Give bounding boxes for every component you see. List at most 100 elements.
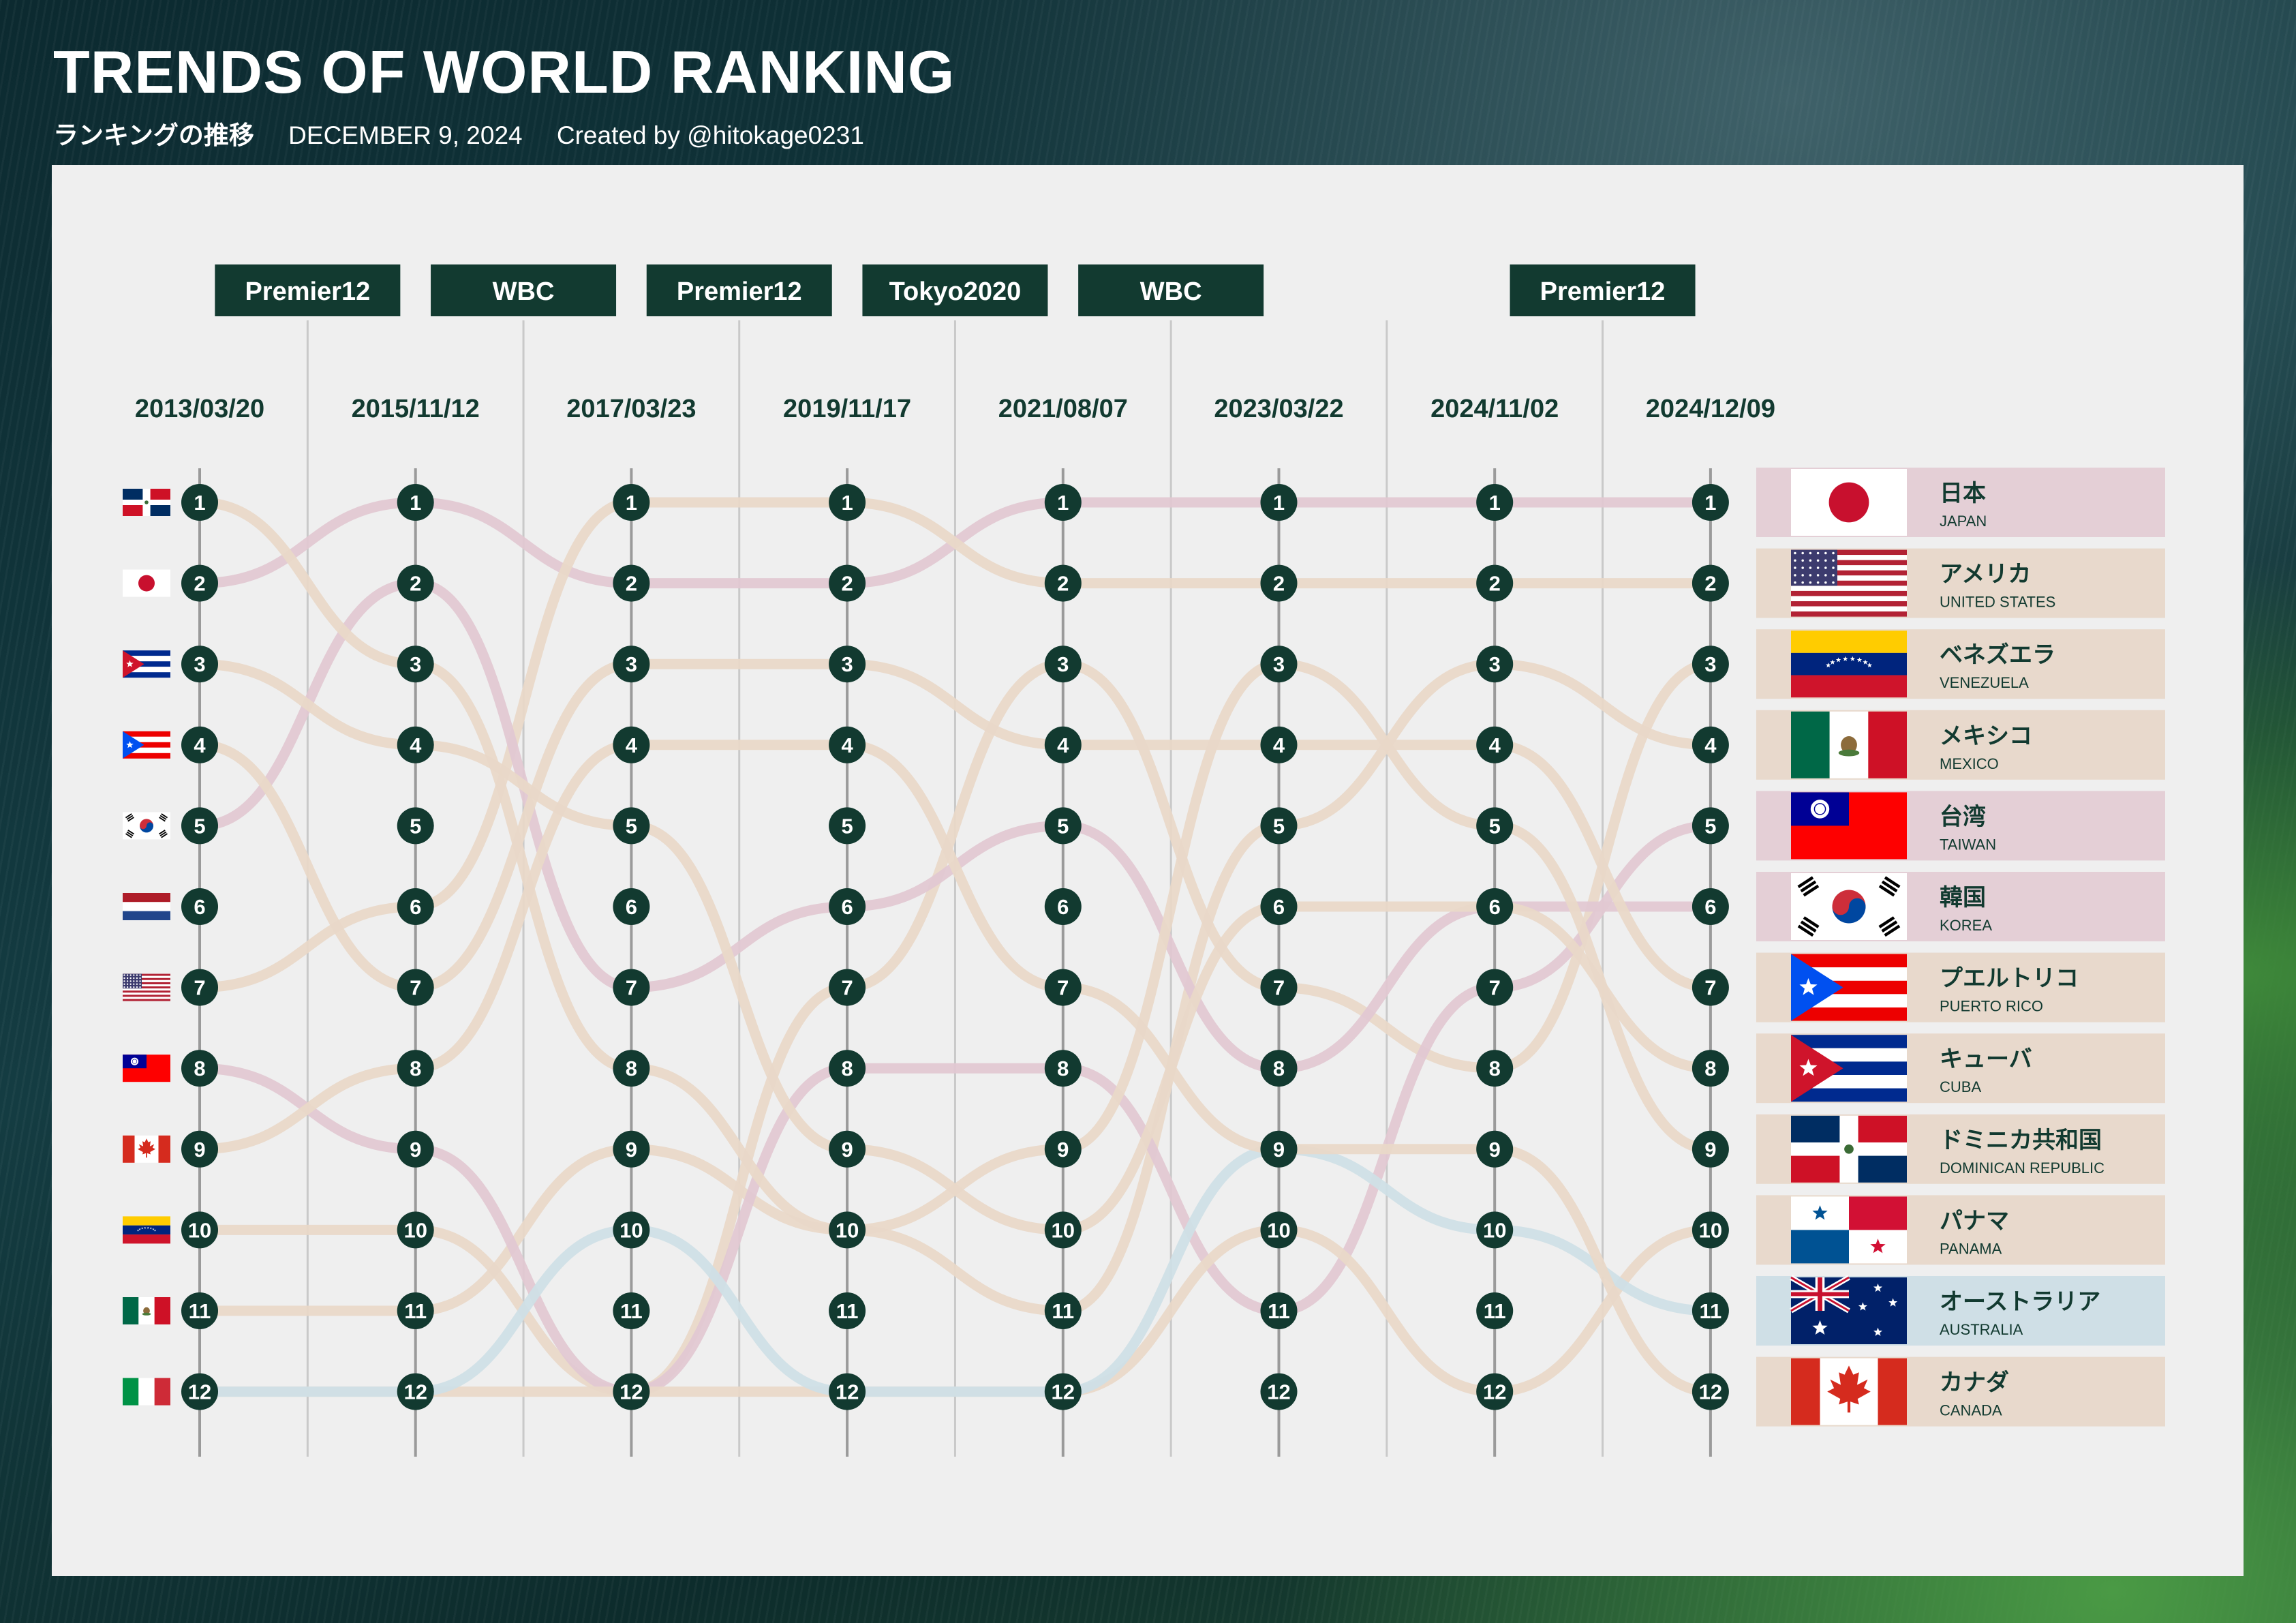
rank-number: 8 <box>194 1057 205 1080</box>
event-label: Premier12 <box>677 277 802 306</box>
date-label: 2023/03/22 <box>1214 395 1343 423</box>
rank-marker: 4 <box>1044 726 1082 763</box>
rank-number: 9 <box>626 1138 637 1162</box>
flag-canada-icon <box>1791 1358 1907 1425</box>
rank-number: 7 <box>626 976 637 1000</box>
rank-number: 8 <box>1704 1057 1716 1080</box>
rank-marker: 8 <box>613 1050 650 1087</box>
rank-marker: 2 <box>181 564 218 602</box>
flag-taiwan-icon <box>123 1055 170 1082</box>
rank-number: 6 <box>194 895 205 919</box>
legend-item-australia: オーストラリア AUSTRALIA <box>1756 1275 2165 1346</box>
rank-number: 10 <box>1699 1218 1722 1242</box>
rank-marker: 10 <box>829 1211 866 1249</box>
chart-panel: 1 2 3 4 5 6 7 8 9 10 11 12 1 2 3 4 5 6 7 8 9 10 11 12 1 2 3 4 5 6 7 8 9 1… <box>52 165 2244 1576</box>
flag-canada-icon <box>123 1135 170 1163</box>
rank-number: 4 <box>1273 733 1285 757</box>
legend-name-jp: 日本 <box>1940 480 1986 507</box>
flag-usa-icon <box>123 973 170 1001</box>
legend-name-en: CUBA <box>1940 1078 1981 1095</box>
legend-name-en: AUSTRALIA <box>1940 1321 2023 1338</box>
rank-number: 5 <box>1704 814 1716 838</box>
rank-marker: 9 <box>1476 1130 1514 1168</box>
credit-label: Created by @hitokage0231 <box>556 121 864 149</box>
rank-number: 3 <box>1489 652 1501 676</box>
date-label: 2015/11/12 <box>352 395 480 423</box>
rank-marker: 8 <box>397 1050 434 1087</box>
rank-number: 9 <box>1057 1138 1069 1162</box>
rank-number: 12 <box>836 1380 859 1404</box>
rank-marker: 1 <box>1692 484 1729 521</box>
rank-number: 11 <box>836 1299 859 1323</box>
rank-marker: 8 <box>1692 1050 1729 1087</box>
legend-name-en: KOREA <box>1940 917 1992 934</box>
flag-usa-icon <box>1791 549 1907 617</box>
legend-item-puerto-rico: プエルトリコ PUERTO RICO <box>1756 952 2165 1022</box>
legend-name-jp: 韓国 <box>1940 884 1986 911</box>
rank-marker: 3 <box>1260 646 1298 683</box>
rank-number: 9 <box>194 1138 205 1162</box>
rank-marker: 1 <box>181 484 218 521</box>
rank-marker: 10 <box>397 1211 434 1249</box>
rank-number: 9 <box>1273 1138 1285 1162</box>
legend-item-taiwan: 台湾 TAIWAN <box>1756 791 2165 861</box>
rank-marker: 7 <box>829 969 866 1006</box>
rank-number: 4 <box>194 733 206 757</box>
legend-name-jp: カナダ <box>1940 1369 2009 1397</box>
rank-marker: 1 <box>397 484 434 521</box>
rank-number: 3 <box>1704 652 1716 676</box>
rank-number: 5 <box>194 814 205 838</box>
rank-marker: 4 <box>181 726 218 763</box>
rank-number: 1 <box>1704 491 1716 515</box>
event-label: Tokyo2020 <box>889 277 1022 306</box>
rank-marker: 4 <box>829 726 866 763</box>
date-label: 2024/11/02 <box>1430 395 1559 423</box>
rank-number: 6 <box>1057 895 1069 919</box>
flag-korea-icon <box>123 812 170 840</box>
flag-mexico-icon <box>1791 711 1907 778</box>
legend-name-en: CANADA <box>1940 1402 2002 1419</box>
flag-puerto-rico-icon <box>1791 954 1907 1021</box>
rank-number: 7 <box>1704 976 1716 1000</box>
legend-name-jp: メキシコ <box>1940 723 2032 750</box>
legend-item-dominican: ドミニカ共和国 DOMINICAN REPUBLIC <box>1756 1114 2165 1184</box>
legend-name-en: UNITED STATES <box>1940 594 2055 611</box>
rank-marker: 5 <box>1476 807 1514 845</box>
rank-marker: 3 <box>1044 646 1082 683</box>
series-line-usa <box>194 497 1716 993</box>
rank-marker: 5 <box>613 807 650 845</box>
rank-marker: 4 <box>1260 726 1298 763</box>
rank-marker: 6 <box>1260 888 1298 925</box>
rank-number: 6 <box>1489 895 1501 919</box>
rank-marker: 7 <box>181 969 218 1006</box>
rank-number: 6 <box>1704 895 1716 919</box>
event-label: WBC <box>493 277 555 306</box>
rank-marker: 9 <box>397 1130 434 1168</box>
rank-number: 8 <box>626 1057 637 1080</box>
series-line-australia <box>194 1144 1716 1397</box>
rank-marker: 11 <box>1044 1292 1082 1329</box>
date-label: 2013/03/20 <box>135 395 264 423</box>
legend-name-en: TAIWAN <box>1940 836 1996 853</box>
rank-marker: 11 <box>829 1292 866 1329</box>
rank-number: 12 <box>403 1380 427 1404</box>
rank-marker: 4 <box>1476 726 1514 763</box>
rank-number: 7 <box>194 976 205 1000</box>
rank-number: 12 <box>619 1380 643 1404</box>
rank-number: 2 <box>1057 572 1069 596</box>
rank-number: 2 <box>841 572 853 596</box>
rank-marker: 9 <box>181 1130 218 1168</box>
flag-australia-icon <box>1790 1275 1907 1344</box>
rank-marker: 7 <box>613 969 650 1006</box>
event-tag: Tokyo2020 <box>862 264 1048 316</box>
rank-marker: 3 <box>397 646 434 683</box>
rank-number: 10 <box>188 1218 211 1242</box>
flag-dominican-icon <box>123 489 170 516</box>
rank-marker: 12 <box>829 1373 866 1410</box>
rank-marker: 3 <box>829 646 866 683</box>
rank-marker: 3 <box>613 646 650 683</box>
rank-marker: 7 <box>1044 969 1082 1006</box>
rank-number: 1 <box>841 491 853 515</box>
rank-marker: 1 <box>829 484 866 521</box>
rank-number: 10 <box>1052 1218 1075 1242</box>
